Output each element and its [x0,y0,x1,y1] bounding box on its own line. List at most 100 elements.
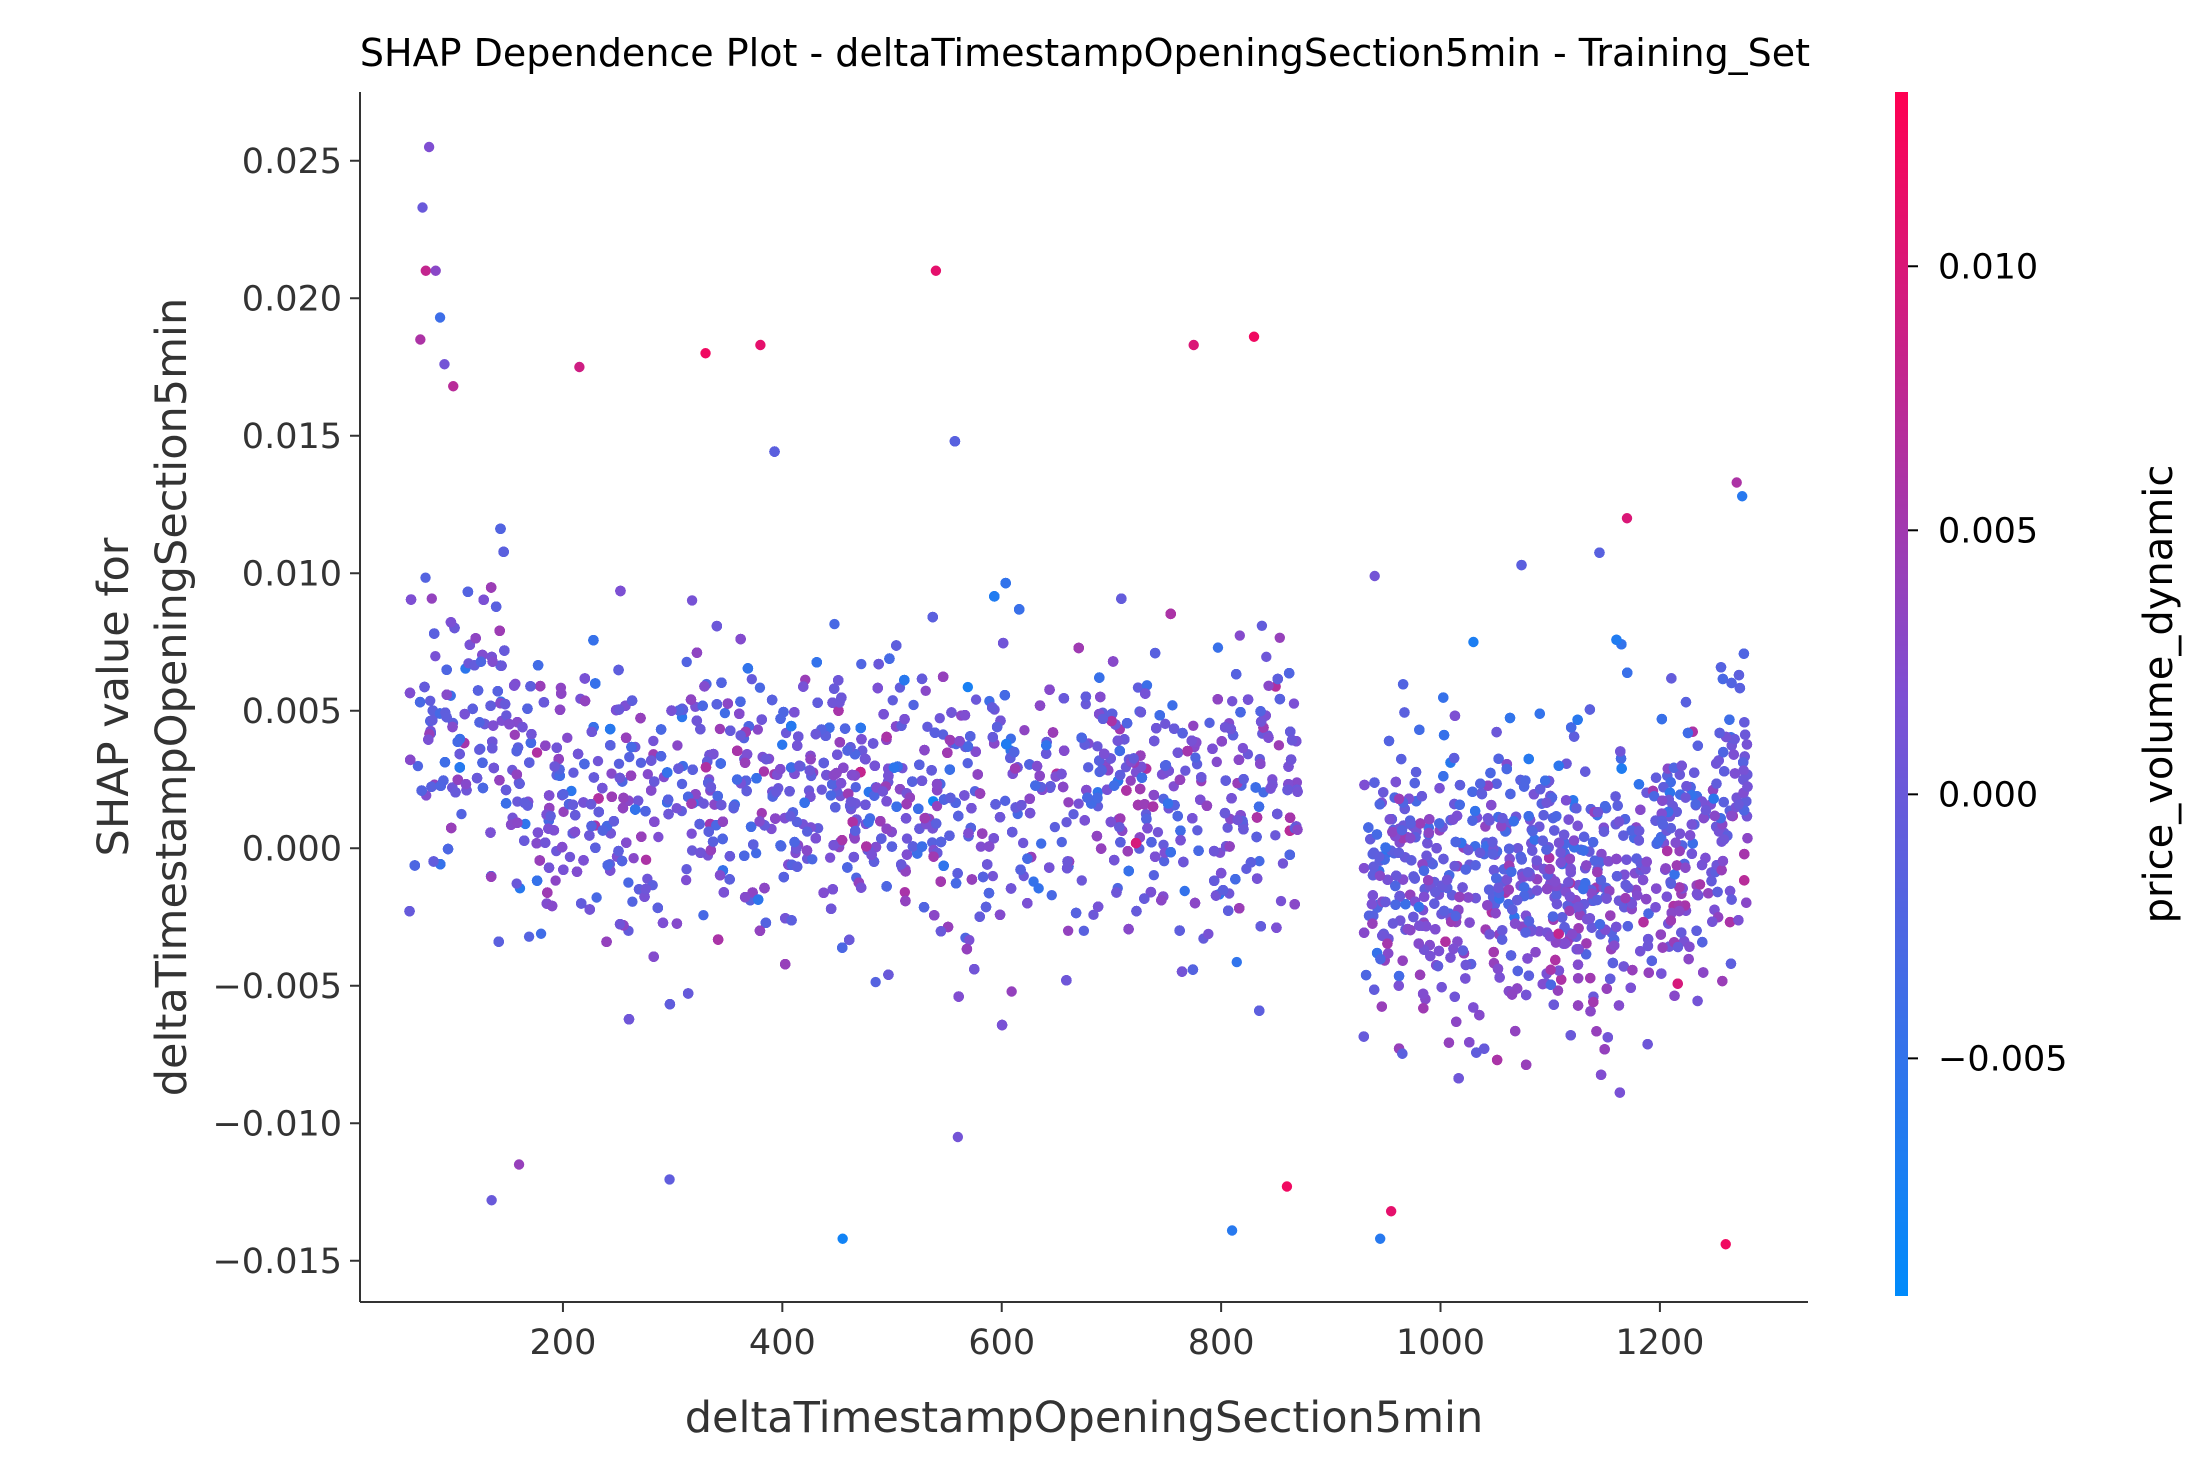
scatter-point [831,767,842,779]
scatter-point [735,633,746,645]
scatter-point [555,688,567,699]
scatter-point [579,695,591,707]
scatter-point [1282,784,1294,795]
scatter-point [508,680,520,691]
scatter-point [1131,905,1142,917]
scatter-point [673,763,684,774]
scatter-point [1111,887,1122,898]
scatter-point [676,778,688,790]
scatter-point [454,748,465,760]
scatter-point [1283,667,1295,679]
scatter-point [700,762,712,773]
scatter-point [627,896,638,907]
scatter-point [1234,630,1245,641]
scatter-point [626,695,638,706]
scatter-point [913,803,924,814]
scatter-point [1292,786,1303,797]
scatter-point [1238,773,1249,785]
scatter-point [1046,889,1057,901]
scatter-point [1095,691,1106,703]
scatter-point [681,863,692,875]
scatter-point [1273,740,1285,751]
scatter-point [824,852,836,863]
scatter-point [699,681,710,692]
scatter-point [1242,694,1254,705]
scatter-point [500,798,512,809]
scatter-point [974,788,986,799]
scatter-point [1049,821,1061,833]
scatter-point [428,628,440,639]
scatter-point [775,841,787,852]
scatter-point [994,812,1006,823]
scatter-point [1041,740,1052,751]
scatter-point [1270,830,1281,841]
scatter-point [1237,742,1249,754]
scatter-point [470,633,481,644]
scatter-point [777,739,788,750]
scatter-point [426,781,437,793]
scatter-point [623,877,634,888]
scatter-points [404,141,1753,1250]
scatter-point [576,898,587,909]
scatter-point [725,725,736,736]
scatter-point [801,845,813,856]
scatter-point [855,722,866,734]
scatter-point [899,674,910,686]
scatter-point [983,841,995,852]
scatter-point [1275,895,1287,907]
scatter-point [640,806,651,817]
scatter-point [812,697,823,708]
scatter-point [655,724,667,735]
scatter-point [900,813,912,824]
scatter-point [929,727,941,738]
scatter-point [881,823,892,835]
scatter-point [739,850,750,861]
scatter-point [944,830,955,841]
scatter-point [942,747,953,758]
scatter-point [1063,797,1074,808]
scatter-point [899,886,911,898]
scatter-point [1223,905,1234,916]
scatter-point [648,951,659,962]
scatter-point [1078,925,1090,937]
scatter-point [1057,781,1069,793]
scatter-point [966,802,977,814]
scatter-point [691,647,703,658]
scatter-point [1058,693,1070,704]
scatter-point [1094,672,1105,683]
scatter-point [424,695,436,706]
scatter-point [718,887,730,898]
scatter-point [524,757,535,768]
scatter-point [780,959,791,970]
scatter-point [1122,845,1133,857]
scatter-point [1033,883,1044,894]
scatter-point [991,721,1003,733]
scatter-point [566,785,577,797]
scatter-point [1099,748,1110,760]
scatter-point [590,842,601,853]
scatter-point [1174,774,1186,786]
scatter-point [818,757,829,769]
scatter-point [1141,680,1153,691]
scatter-point [1096,765,1107,776]
scatter-point [716,799,727,811]
scatter-point [931,800,943,812]
scatter-point [732,745,743,757]
scatter-point [716,677,727,688]
scatter-point [935,926,947,937]
scatter-point [649,776,660,787]
scatter-point [615,585,626,597]
scatter-point [588,772,600,783]
scatter-point [789,836,800,848]
scatter-point [937,671,949,683]
scatter-point [554,704,566,716]
scatter-point [825,790,837,801]
scatter-point [965,731,976,742]
scatter-point [1288,698,1300,709]
scatter-point [997,637,1009,649]
scatter-point [1007,826,1018,838]
scatter-point [980,901,992,913]
scatter-point [833,675,844,686]
scatter-point [891,801,902,812]
scatter-point [686,595,698,606]
